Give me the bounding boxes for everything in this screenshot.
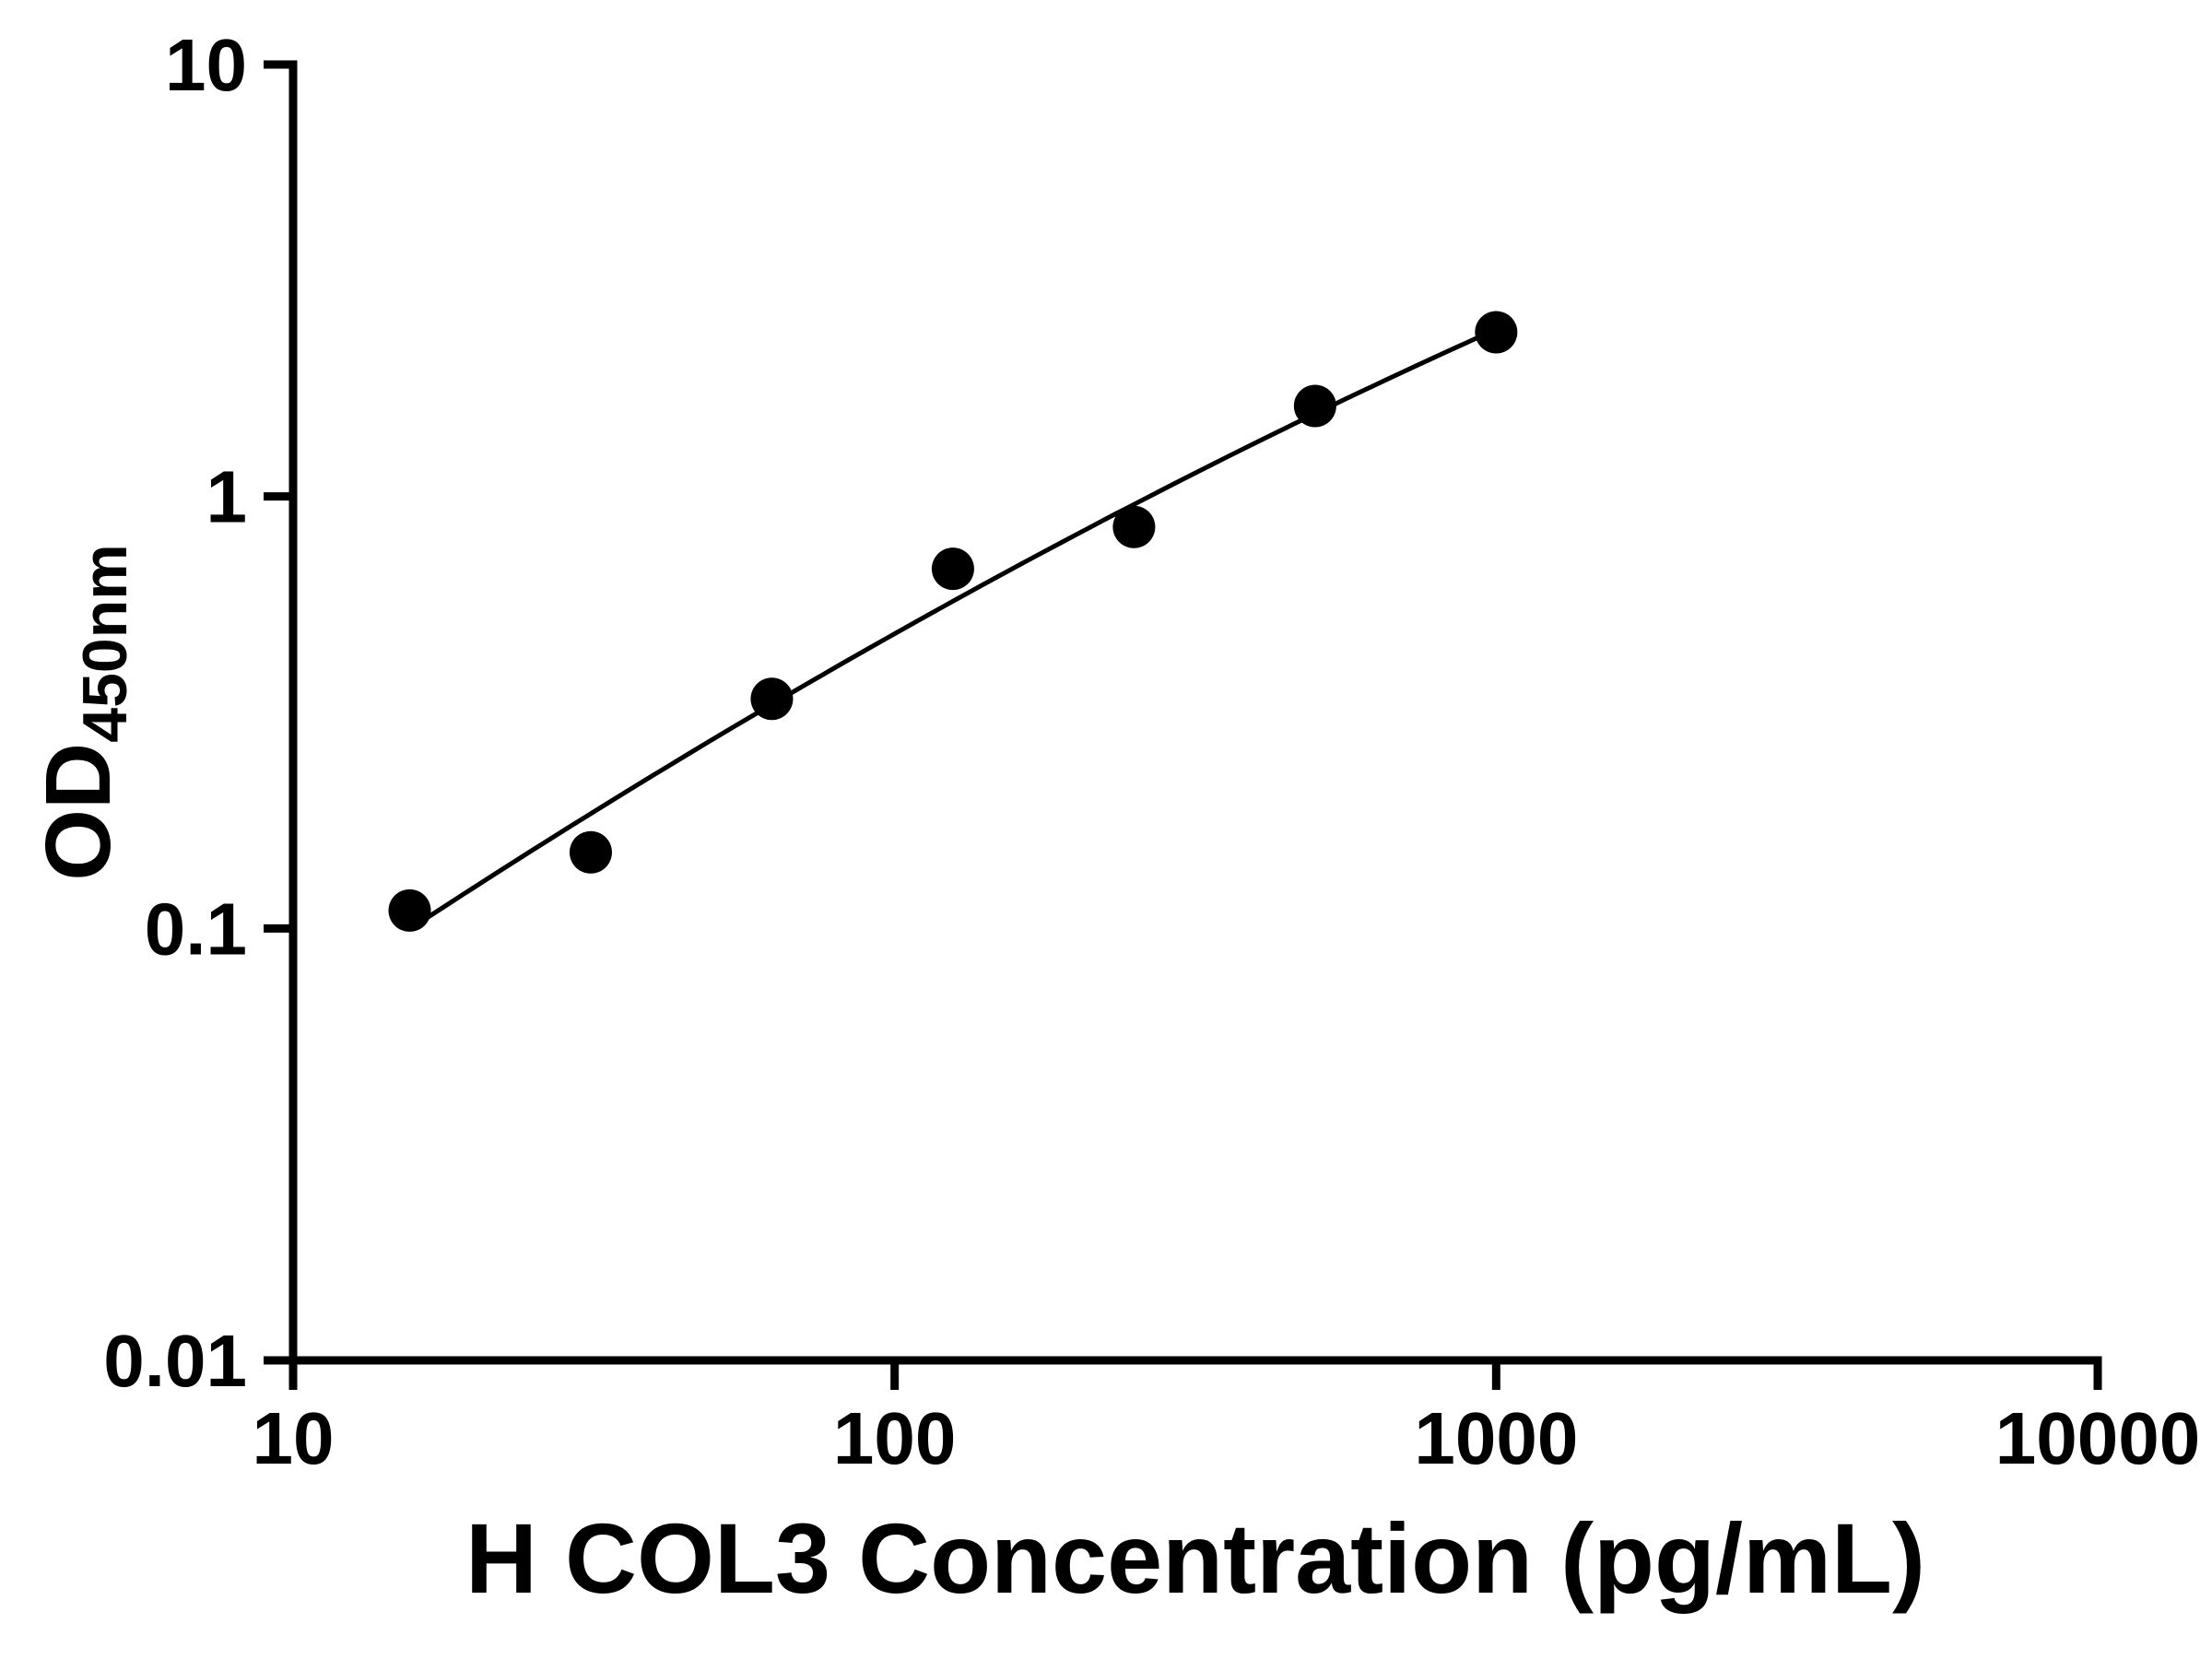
- y-axis-title-sub: 450nm: [70, 544, 140, 743]
- data-point: [931, 547, 974, 591]
- x-tick-label: 100: [833, 1397, 956, 1479]
- axes-spines: [288, 60, 2102, 1365]
- y-tick-label: 10: [165, 24, 247, 106]
- data-point: [1112, 505, 1156, 548]
- y-tick-label: 0.1: [145, 888, 247, 970]
- data-point: [388, 888, 431, 932]
- x-tick-label: 10000: [1995, 1397, 2200, 1479]
- x-axis-title: H COL3 Concentration (pg/mL): [465, 1502, 1925, 1614]
- x-tick-label: 10: [253, 1397, 335, 1479]
- y-axis-title: OD450nm: [27, 544, 140, 880]
- data-point: [569, 830, 612, 874]
- y-axis-title-main: OD: [27, 742, 130, 881]
- data-point: [1293, 384, 1336, 428]
- y-tick-label: 0.01: [103, 1320, 247, 1402]
- y-tick-label: 1: [206, 456, 248, 538]
- fit-curve: [408, 327, 1498, 932]
- data-point: [750, 677, 794, 721]
- x-tick-label: 1000: [1414, 1397, 1578, 1479]
- data-point: [1475, 311, 1518, 354]
